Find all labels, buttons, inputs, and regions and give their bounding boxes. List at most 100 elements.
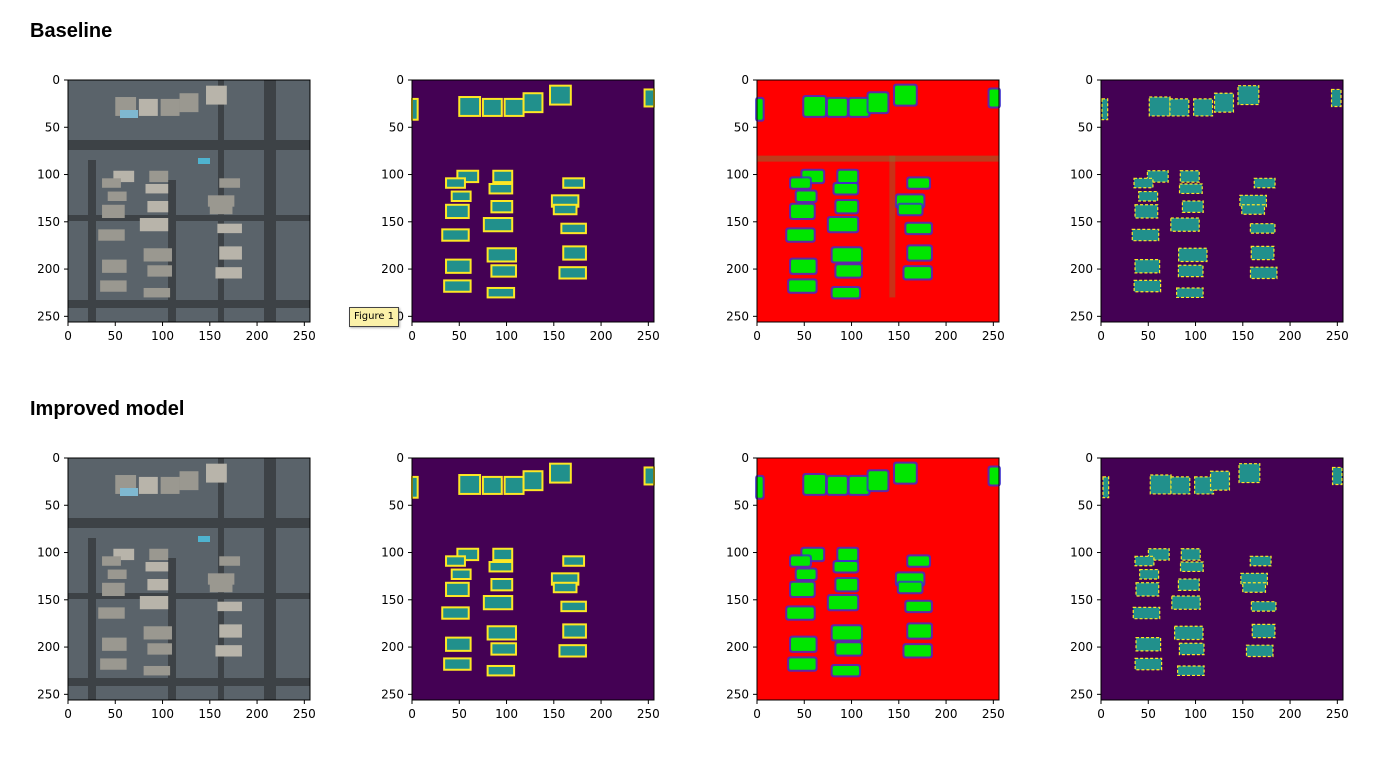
x-tick-label: 50	[108, 707, 123, 721]
x-tick-label: 0	[408, 329, 416, 343]
x-tick-label: 0	[408, 707, 416, 721]
x-tick-label: 200	[1279, 707, 1302, 721]
y-tick-label: 100	[1070, 546, 1093, 560]
x-tick-label: 100	[495, 707, 518, 721]
x-tick-label: 250	[982, 707, 1005, 721]
x-tick-label: 200	[246, 329, 269, 343]
y-tick-label: 200	[726, 640, 749, 654]
y-tick-label: 0	[396, 451, 404, 465]
panel-improved-predicted-mask: 0 50 100 150 200 250 0 50 100 150 200 250	[1061, 448, 1351, 728]
y-tick-label: 100	[726, 546, 749, 560]
x-tick-label: 100	[151, 707, 174, 721]
y-tick-label: 0	[741, 451, 749, 465]
y-tick-label: 50	[734, 120, 749, 134]
y-tick-label: 100	[37, 168, 60, 182]
y-tick-label: 100	[726, 168, 749, 182]
y-tick-label: 100	[1070, 168, 1093, 182]
x-tick-label: 0	[753, 329, 761, 343]
x-tick-label: 200	[1279, 329, 1302, 343]
y-tick-label: 50	[45, 120, 60, 134]
y-tick-label: 0	[1085, 451, 1093, 465]
x-tick-label: 100	[840, 329, 863, 343]
x-tick-label: 150	[542, 329, 565, 343]
y-tick-label: 50	[1078, 498, 1093, 512]
x-tick-label: 150	[1231, 329, 1254, 343]
y-tick-label: 150	[1070, 215, 1093, 229]
x-tick-label: 150	[1231, 707, 1254, 721]
x-tick-label: 50	[1141, 707, 1156, 721]
x-tick-label: 150	[887, 707, 910, 721]
x-tick-label: 200	[935, 707, 958, 721]
y-tick-label: 200	[37, 262, 60, 276]
y-tick-label: 0	[1085, 73, 1093, 87]
x-tick-label: 50	[797, 329, 812, 343]
x-tick-label: 150	[542, 707, 565, 721]
y-tick-label: 100	[381, 168, 404, 182]
y-tick-label: 200	[381, 262, 404, 276]
y-tick-label: 200	[381, 640, 404, 654]
x-tick-label: 50	[452, 329, 467, 343]
x-tick-label: 100	[151, 329, 174, 343]
figure-tooltip: Figure 1	[349, 307, 399, 327]
y-tick-label: 250	[37, 309, 60, 323]
y-tick-label: 100	[37, 546, 60, 560]
y-tick-label: 250	[1070, 309, 1093, 323]
x-tick-label: 50	[797, 707, 812, 721]
y-tick-label: 0	[396, 73, 404, 87]
x-tick-label: 100	[840, 707, 863, 721]
y-tick-label: 0	[741, 73, 749, 87]
x-tick-label: 50	[452, 707, 467, 721]
x-tick-label: 100	[1184, 329, 1207, 343]
y-tick-label: 200	[726, 262, 749, 276]
x-tick-label: 150	[198, 707, 221, 721]
panel-improved-probability-heatmap: 0 50 100 150 200 250 0 50 100 150 200 250	[717, 448, 1007, 728]
y-tick-label: 150	[381, 215, 404, 229]
y-tick-label: 50	[389, 120, 404, 134]
y-tick-label: 100	[381, 546, 404, 560]
x-tick-label: 150	[887, 329, 910, 343]
y-tick-label: 200	[37, 640, 60, 654]
y-tick-label: 250	[37, 687, 60, 701]
panel-baseline-satellite-image: 0 50 100 150 200 250 0 50 100 150 200 250	[28, 70, 318, 350]
y-tick-label: 250	[726, 309, 749, 323]
x-tick-label: 200	[590, 329, 613, 343]
y-tick-label: 50	[389, 498, 404, 512]
x-tick-label: 200	[246, 707, 269, 721]
x-tick-label: 250	[1326, 707, 1349, 721]
x-tick-label: 250	[637, 707, 660, 721]
y-tick-label: 50	[734, 498, 749, 512]
y-tick-label: 150	[726, 593, 749, 607]
y-tick-label: 0	[52, 73, 60, 87]
x-tick-label: 0	[64, 329, 72, 343]
y-tick-label: 150	[37, 593, 60, 607]
y-tick-label: 200	[1070, 262, 1093, 276]
y-tick-label: 150	[381, 593, 404, 607]
x-tick-label: 200	[935, 329, 958, 343]
y-tick-label: 0	[52, 451, 60, 465]
y-tick-label: 250	[726, 687, 749, 701]
x-tick-label: 0	[1097, 707, 1105, 721]
x-tick-label: 0	[1097, 329, 1105, 343]
x-tick-label: 0	[64, 707, 72, 721]
x-tick-label: 200	[590, 707, 613, 721]
x-tick-label: 100	[1184, 707, 1207, 721]
panel-baseline-predicted-mask: 0 50 100 150 200 250 0 50 100 150 200 250	[1061, 70, 1351, 350]
panel-baseline-probability-heatmap: 0 50 100 150 200 250 0 50 100 150 200 250	[717, 70, 1007, 350]
panel-improved-ground-truth-mask: 0 50 100 150 200 250 0 50 100 150 200 250	[372, 448, 662, 728]
y-tick-label: 50	[1078, 120, 1093, 134]
x-tick-label: 50	[1141, 329, 1156, 343]
y-tick-label: 150	[37, 215, 60, 229]
x-tick-label: 0	[753, 707, 761, 721]
y-tick-label: 250	[381, 687, 404, 701]
section-title-improved-model: Improved model	[30, 398, 185, 420]
y-tick-label: 150	[1070, 593, 1093, 607]
x-tick-label: 250	[637, 329, 660, 343]
x-tick-label: 250	[293, 329, 316, 343]
x-tick-label: 150	[198, 329, 221, 343]
x-tick-label: 100	[495, 329, 518, 343]
x-tick-label: 250	[982, 329, 1005, 343]
x-tick-label: 250	[293, 707, 316, 721]
panel-improved-satellite-image: 0 50 100 150 200 250 0 50 100 150 200 250	[28, 448, 318, 728]
x-tick-label: 50	[108, 329, 123, 343]
